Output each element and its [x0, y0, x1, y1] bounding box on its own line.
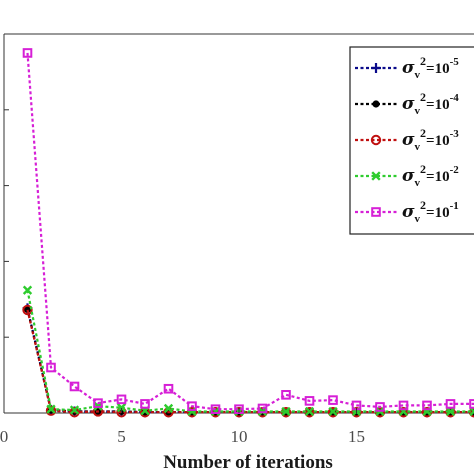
legend-label-part: 2	[420, 54, 426, 68]
legend-label-part: σ	[402, 166, 415, 186]
data-point	[69, 381, 80, 392]
legend-box	[349, 46, 474, 235]
legend-label-part: =10	[426, 61, 450, 77]
legend-label: σv2=10-5	[402, 54, 459, 81]
legend-label-part: σ	[402, 58, 415, 78]
legend-label: σv2=10-4	[402, 90, 459, 117]
legend-label-part: -4	[450, 92, 460, 104]
legend-label-part: -3	[450, 128, 460, 140]
legend-label-part: v	[415, 69, 421, 81]
legend-label-part: v	[415, 213, 421, 225]
x-tick-label: 10	[231, 427, 248, 446]
data-point	[304, 406, 315, 417]
data-point	[163, 383, 174, 394]
legend-label-part: 2	[420, 126, 426, 140]
data-point	[469, 406, 474, 417]
legend-item: σv2=10-1	[355, 198, 459, 225]
data-point	[187, 406, 197, 417]
legend-marker	[371, 63, 381, 73]
legend-marker	[371, 207, 381, 217]
data-point	[23, 305, 32, 313]
data-point	[93, 398, 103, 408]
series-line	[26, 308, 474, 414]
data-point	[22, 285, 33, 295]
legend-label-part: v	[415, 105, 421, 117]
x-tick-label: 15	[348, 427, 365, 446]
data-point	[328, 395, 338, 405]
data-point	[116, 403, 127, 413]
legend-label-part: =10	[426, 205, 450, 221]
legend-item: σv2=10-3	[355, 126, 459, 153]
series-4	[22, 285, 474, 417]
legend-label-part: =10	[426, 169, 450, 185]
legend-label-part: 2	[420, 90, 426, 104]
legend-label-part: v	[415, 141, 421, 153]
data-point	[210, 404, 221, 415]
legend-label-part: -5	[450, 56, 460, 68]
data-point	[186, 407, 198, 418]
data-point	[69, 405, 80, 415]
x-tick-label: 0	[0, 427, 8, 446]
data-point	[45, 405, 57, 416]
series-1	[22, 303, 474, 418]
data-point	[422, 400, 432, 411]
series-line	[26, 309, 474, 414]
series-3	[22, 304, 474, 418]
data-point	[46, 404, 56, 414]
legend-label-part: 2	[420, 198, 426, 212]
legend-label: σv2=10-1	[402, 198, 459, 225]
data-point	[281, 390, 291, 400]
x-tick-label: 5	[117, 427, 126, 446]
data-point	[328, 406, 338, 417]
data-point	[257, 403, 268, 414]
legend-item: σv2=10-5	[355, 54, 459, 81]
data-point	[445, 406, 456, 417]
legend-label: σv2=10-2	[402, 162, 459, 189]
series-2	[23, 305, 474, 416]
legend-label-part: =10	[426, 133, 450, 149]
axis-ticks: 0 5 10 15	[0, 109, 365, 446]
legend-label: σv2=10-3	[402, 126, 459, 153]
data-point	[281, 406, 291, 417]
legend-label-part: σ	[402, 94, 415, 114]
legend-item: σv2=10-2	[355, 162, 459, 189]
data-point	[22, 48, 33, 58]
data-point	[163, 403, 174, 414]
data-point	[469, 399, 474, 409]
legend-label-part: 2	[420, 162, 426, 176]
series-line	[26, 308, 474, 414]
data-point	[140, 399, 150, 409]
series-line	[26, 289, 474, 413]
legend-item: σv2=10-4	[355, 90, 459, 117]
data-point	[46, 362, 56, 373]
x-axis-label: Number of iterations	[163, 452, 333, 473]
legend-label-part: σ	[402, 202, 415, 222]
legend-marker	[370, 134, 382, 146]
legend-label-part: -1	[450, 200, 459, 212]
data-point	[234, 404, 244, 415]
legend-label-part: =10	[426, 97, 450, 113]
legend-marker	[372, 100, 380, 108]
data-point	[187, 401, 197, 411]
legend-marker	[371, 171, 381, 181]
data-point	[69, 407, 80, 418]
data-point	[375, 402, 385, 412]
data-point	[116, 394, 127, 405]
data-point	[304, 396, 315, 406]
data-point	[398, 400, 409, 411]
legend-label-part: σ	[402, 130, 415, 150]
data-point	[22, 304, 33, 316]
data-point	[445, 399, 456, 409]
legend-label-part: v	[415, 177, 421, 189]
legend-label-part: -2	[450, 164, 460, 176]
